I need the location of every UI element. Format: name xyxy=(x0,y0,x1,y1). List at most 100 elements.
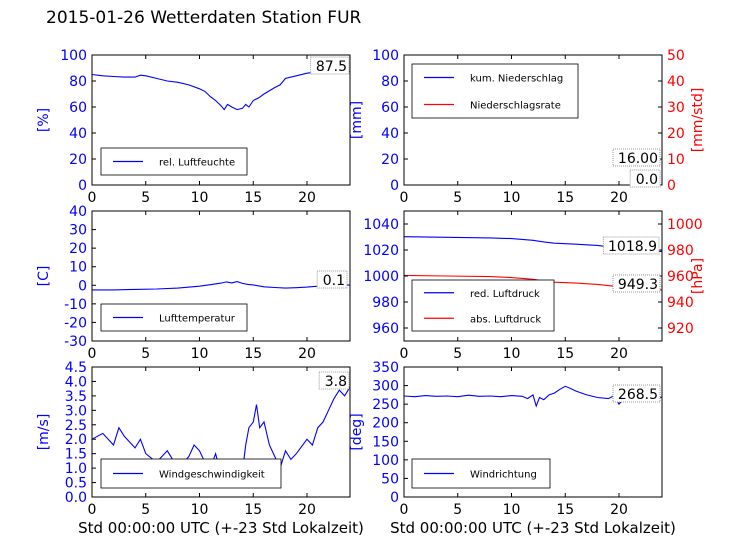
y-tick-label: 1.0 xyxy=(65,461,87,477)
y-axis-label: [C] xyxy=(36,266,52,287)
legend-label: Niederschlagsrate xyxy=(470,101,561,112)
y-tick-label: 250 xyxy=(372,397,399,413)
plot-frame xyxy=(91,54,351,186)
legend-box xyxy=(411,63,579,119)
value-annotation: 268.5 xyxy=(618,387,658,403)
x-tick-label: 10 xyxy=(191,346,209,362)
legend-label: Windrichtung xyxy=(470,470,537,481)
y-axis-label-right: [mm/std] xyxy=(690,88,706,153)
annotation-box xyxy=(602,236,660,255)
x-axis-label-right: Std 00:00:00 UTC (+-23 Std Lokalzeit) xyxy=(390,519,676,537)
y-tick-label-right: 10 xyxy=(667,152,685,168)
y-tick-label: 1000 xyxy=(363,269,399,285)
y-tick-label-right: 960 xyxy=(667,269,694,285)
annotation-box xyxy=(318,371,350,390)
x-tick-label: 15 xyxy=(244,190,262,206)
y-tick-label: -20 xyxy=(64,315,87,331)
y-axis-label: [%] xyxy=(36,108,52,132)
y-tick-label: 1040 xyxy=(363,217,399,233)
y-tick-label-right: 50 xyxy=(667,48,685,64)
x-tick-label: 10 xyxy=(503,346,521,362)
y-tick-label: 2.0 xyxy=(65,432,87,448)
x-tick-label: 0 xyxy=(400,190,409,206)
x-tick-label: 20 xyxy=(610,502,628,518)
x-tick-label: 20 xyxy=(610,346,628,362)
x-tick-label: 10 xyxy=(503,502,521,518)
y-tick-label: 80 xyxy=(69,74,87,90)
y-tick-label: 100 xyxy=(372,453,399,469)
x-tick-label: 0 xyxy=(88,502,97,518)
x-tick-label: 0 xyxy=(400,502,409,518)
legend-label: kum. Niederschlag xyxy=(470,74,563,85)
y-tick-label-right: 0 xyxy=(667,178,676,194)
y-tick-label: 10 xyxy=(69,260,87,276)
legend-box xyxy=(411,279,555,332)
value-annotation: 949.3 xyxy=(618,277,658,293)
y-tick-label: 1020 xyxy=(363,243,399,259)
x-tick-label: 5 xyxy=(453,190,462,206)
annotation-box xyxy=(316,270,348,289)
y-tick-label: 40 xyxy=(69,204,87,220)
legend-label: Lufttemperatur xyxy=(159,314,236,325)
y-tick-label-right: 40 xyxy=(667,74,685,90)
annotation-box xyxy=(612,148,661,167)
y-tick-label: 3.0 xyxy=(65,403,87,419)
x-tick-label: 0 xyxy=(400,346,409,362)
y-tick-label: 4.0 xyxy=(65,374,87,390)
y-axis-label-right: [hPa] xyxy=(690,258,706,294)
y-tick-label: 300 xyxy=(372,379,399,395)
y-tick-label: 50 xyxy=(381,471,399,487)
y-tick-label: -30 xyxy=(64,334,87,350)
y-tick-label: 0 xyxy=(78,278,87,294)
y-tick-label: 100 xyxy=(60,48,87,64)
legend-label: rel. Luftfeuchte xyxy=(159,158,235,169)
x-tick-label: 15 xyxy=(556,190,574,206)
y-tick-label: 0.5 xyxy=(65,476,87,492)
y-tick-label: 60 xyxy=(69,100,87,116)
y-axis-label: [m/s] xyxy=(36,414,52,451)
series-line-5-0 xyxy=(403,385,663,408)
x-tick-label: 5 xyxy=(453,502,462,518)
figure-title: 2015-01-26 Wetterdaten Station FUR xyxy=(46,8,362,28)
x-tick-label: 10 xyxy=(191,190,209,206)
y-tick-label: 60 xyxy=(381,100,399,116)
x-tick-label: 20 xyxy=(298,346,316,362)
series-line-2-0 xyxy=(92,281,350,291)
y-tick-label: 0 xyxy=(390,490,399,506)
y-axis-label: [mm] xyxy=(349,101,365,139)
annotation-box xyxy=(612,384,661,403)
x-tick-label: 10 xyxy=(503,190,521,206)
y-tick-label-right: 920 xyxy=(667,321,694,337)
y-tick-label: 960 xyxy=(372,321,399,337)
y-tick-label-right: 20 xyxy=(667,126,685,142)
x-tick-label: 5 xyxy=(141,502,150,518)
annotation-box xyxy=(310,56,350,75)
value-annotation: 1018.9 xyxy=(608,239,657,255)
y-tick-label: 4.5 xyxy=(65,360,87,376)
value-annotation: 3.8 xyxy=(325,374,347,390)
y-tick-label: 0.0 xyxy=(65,490,87,506)
y-tick-label: 150 xyxy=(372,434,399,450)
annotation-box xyxy=(629,169,661,188)
y-tick-label: 20 xyxy=(69,241,87,257)
y-tick-label: 0 xyxy=(78,178,87,194)
x-tick-label: 20 xyxy=(610,190,628,206)
y-tick-label: 350 xyxy=(372,360,399,376)
y-tick-label: 2.5 xyxy=(65,418,87,434)
plot-frame xyxy=(403,54,663,186)
y-tick-label: 3.5 xyxy=(65,389,87,405)
legend-box xyxy=(100,147,248,176)
x-axis-label-left: Std 00:00:00 UTC (+-23 Std Lokalzeit) xyxy=(78,519,364,537)
x-tick-label: 15 xyxy=(244,346,262,362)
y-tick-label: 980 xyxy=(372,295,399,311)
legend-label: red. Luftdruck xyxy=(470,289,540,300)
value-annotation: 87.5 xyxy=(316,59,347,75)
y-tick-label: 20 xyxy=(69,152,87,168)
y-tick-label: 1.5 xyxy=(65,447,87,463)
y-tick-label: 0 xyxy=(390,178,399,194)
x-tick-label: 5 xyxy=(141,190,150,206)
y-tick-label: 200 xyxy=(372,416,399,432)
y-tick-label-right: 1000 xyxy=(667,217,703,233)
value-annotation: 0.0 xyxy=(636,172,658,188)
x-tick-label: 20 xyxy=(298,502,316,518)
